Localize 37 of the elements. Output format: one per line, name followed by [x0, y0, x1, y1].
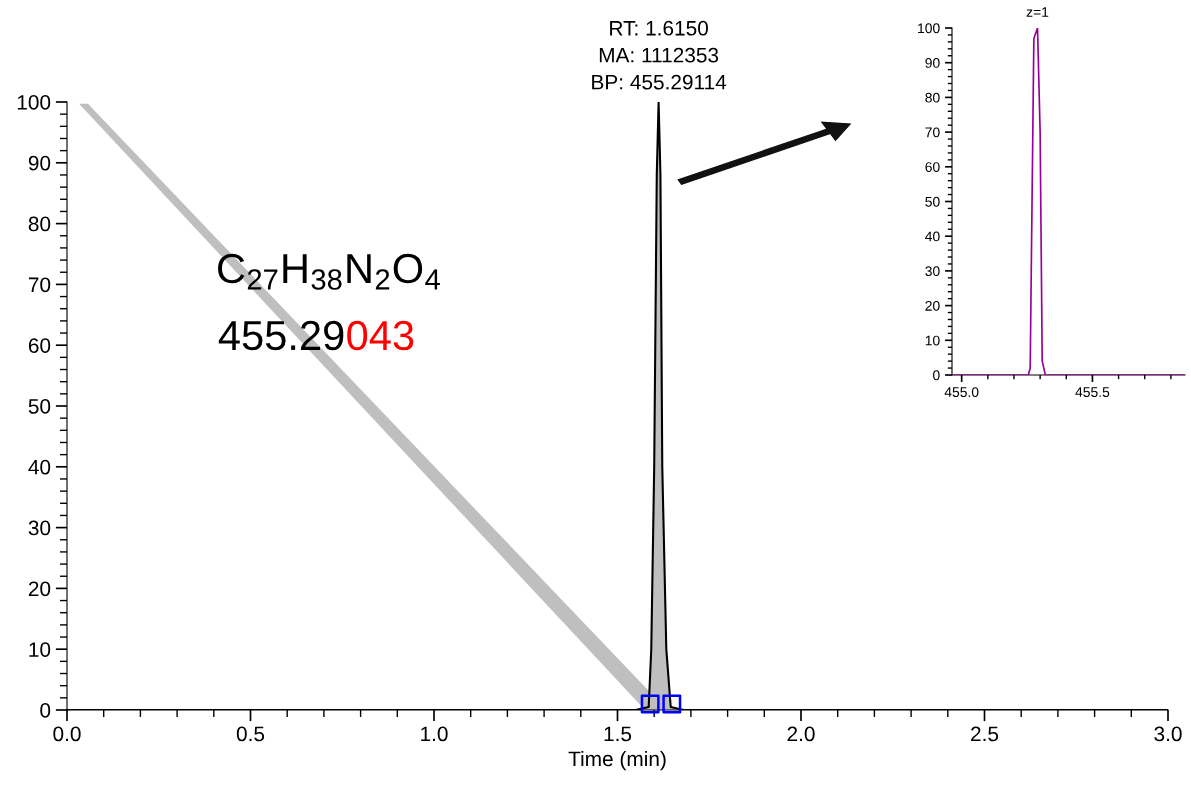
y-tick-label: 30: [925, 266, 940, 277]
x-tick-label: 455.5: [1075, 387, 1110, 398]
annotation: C$_{27}$H$_{38}$N$_{2}$O$_{4}$: [218, 253, 440, 290]
x-tick-label: 455.0: [944, 387, 979, 398]
y-tick-label: 50: [925, 196, 940, 207]
y-tick-label: 90: [28, 155, 51, 171]
y-tick-label: 100: [918, 23, 940, 34]
x-tick-label: 0.0: [53, 726, 81, 742]
x-tick-label: 3.0: [1154, 726, 1182, 742]
annotation: RT: 1.6150 MA: 1112353 BP: 455.29114: [592, 20, 727, 90]
x-tick-label: 2.5: [971, 726, 999, 742]
annotation: 043: [347, 320, 414, 351]
x-tick-label: 2.0: [787, 726, 815, 742]
y-tick-label: 60: [28, 338, 51, 353]
y-tick-label: 90: [925, 58, 940, 68]
x-tick-label: 0.5: [236, 726, 265, 742]
y-tick-label: 20: [28, 581, 51, 597]
x-tick-label: 1.5: [604, 726, 632, 742]
x-axis-title: Time (min): [568, 750, 666, 771]
y-tick-label: 50: [28, 399, 51, 414]
y-tick-label: 60: [925, 162, 940, 172]
annotation: z=1: [1026, 7, 1049, 17]
y-tick-label: 10: [925, 335, 940, 346]
y-tick-label: 0: [933, 370, 940, 381]
y-tick-label: 70: [28, 277, 51, 293]
y-tick-label: 40: [925, 231, 940, 242]
annotation: 455.29: [218, 320, 344, 351]
y-tick-label: 10: [29, 642, 51, 657]
x-tick-label: 1.0: [421, 726, 448, 742]
y-tick-label: 70: [925, 127, 940, 138]
y-tick-label: 20: [925, 300, 940, 311]
y-tick-label: 80: [925, 92, 940, 103]
y-tick-label: 40: [28, 459, 51, 475]
y-tick-label: 0: [40, 703, 51, 718]
y-tick-label: 30: [28, 520, 51, 536]
y-tick-label: 80: [28, 216, 51, 232]
y-tick-label: 100: [17, 95, 51, 110]
